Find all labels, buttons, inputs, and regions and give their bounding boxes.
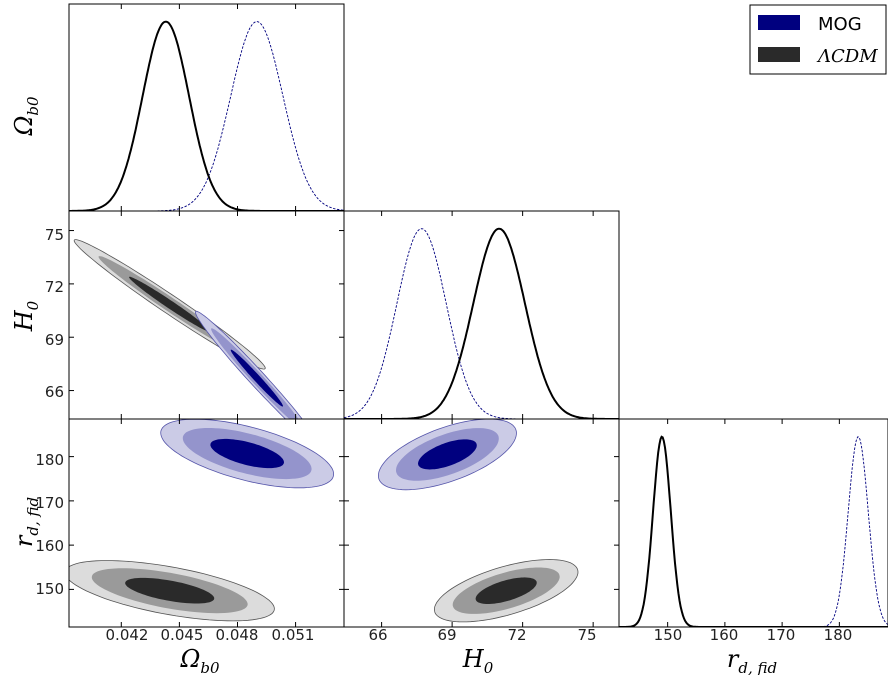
axis-labels: Ωb0 H0 rd, fid Ωb0 H0 rd, fid bbox=[10, 96, 777, 675]
legend-label-mog: MOG bbox=[818, 14, 862, 35]
tick-marks bbox=[69, 4, 840, 627]
y-axis-label-rd: rd, fid bbox=[10, 497, 42, 547]
tick-label-h0-y-2: 72 bbox=[45, 278, 64, 296]
panel-frame-2-2 bbox=[618, 418, 888, 628]
tick-label-rd-y-3: 180 bbox=[35, 451, 64, 469]
contour-cdm-h0_vs_ob-1 bbox=[129, 276, 211, 332]
legend: MOG ΛCDM bbox=[749, 4, 887, 75]
panel-frame-1-1 bbox=[343, 210, 620, 420]
y-axis-label-ob: Ωb0 bbox=[10, 96, 42, 137]
marginal-rd bbox=[619, 435, 888, 627]
marginal-cdm-ob bbox=[69, 20, 344, 211]
marginal-ob bbox=[69, 20, 344, 211]
plot-panels bbox=[68, 3, 888, 628]
marginal-cdm-h0 bbox=[344, 227, 619, 419]
tick-label-h0-x-1: 69 bbox=[437, 626, 456, 644]
contour-mog-h0_vs_ob-1 bbox=[230, 349, 283, 407]
tick-label-rd-y-1: 160 bbox=[35, 537, 64, 555]
panel-rd_vs_ob bbox=[69, 419, 335, 622]
panel-frame-1-0 bbox=[68, 210, 345, 420]
tick-label-ob-x-1: 0.045 bbox=[161, 626, 204, 644]
legend-label-lcdm: ΛCDM bbox=[816, 46, 878, 67]
x-axis-label-ob: Ωb0 bbox=[179, 645, 220, 675]
tick-label-h0-x-0: 66 bbox=[368, 626, 387, 644]
tick-label-ob-x-3: 0.051 bbox=[272, 626, 315, 644]
x-axis-label-h0: H0 bbox=[462, 645, 494, 675]
panel-rd_vs_h0 bbox=[377, 419, 579, 623]
tick-label-h0-x-3: 75 bbox=[577, 626, 596, 644]
tick-label-rd-y-0: 150 bbox=[35, 580, 64, 598]
marginal-mog-ob bbox=[69, 21, 344, 211]
marginal-h0 bbox=[344, 227, 619, 419]
tick-label-ob-x-0: 0.042 bbox=[106, 626, 149, 644]
contour-mog-rd_vs_ob-1 bbox=[210, 438, 284, 469]
tick-label-rd-y-2: 170 bbox=[35, 494, 64, 512]
tick-label-h0-y-0: 66 bbox=[45, 383, 64, 401]
panel-frame-0-0 bbox=[68, 3, 345, 212]
legend-swatch-mog bbox=[758, 15, 800, 30]
tick-label-rd-x-2: 170 bbox=[767, 626, 796, 644]
tick-label-rd-x-1: 160 bbox=[710, 626, 739, 644]
tick-label-h0-y-1: 69 bbox=[45, 331, 64, 349]
x-axis-label-rd: rd, fid bbox=[727, 645, 777, 675]
tick-label-ob-x-2: 0.048 bbox=[216, 626, 259, 644]
tick-label-rd-x-3: 180 bbox=[824, 626, 853, 644]
marginal-mog-rd bbox=[619, 436, 888, 627]
marginal-mog-h0 bbox=[344, 228, 619, 419]
tick-label-h0-y-3: 75 bbox=[45, 226, 64, 244]
y-axis-label-h0: H0 bbox=[10, 300, 42, 332]
contour-mog-rd_vs_h0-1 bbox=[418, 439, 477, 470]
contour-cdm-rd_vs_ob-1 bbox=[125, 577, 215, 604]
marginal-cdm-rd bbox=[619, 435, 888, 627]
tick-label-rd-x-0: 150 bbox=[654, 626, 683, 644]
panel-h0_vs_ob bbox=[73, 239, 303, 419]
tick-labels: 0.042 0.045 0.048 0.051 66 69 72 75 150 … bbox=[35, 226, 852, 644]
legend-swatch-lcdm bbox=[758, 47, 800, 62]
contour-cdm-rd_vs_h0-1 bbox=[475, 577, 537, 604]
tick-label-h0-x-2: 72 bbox=[507, 626, 526, 644]
